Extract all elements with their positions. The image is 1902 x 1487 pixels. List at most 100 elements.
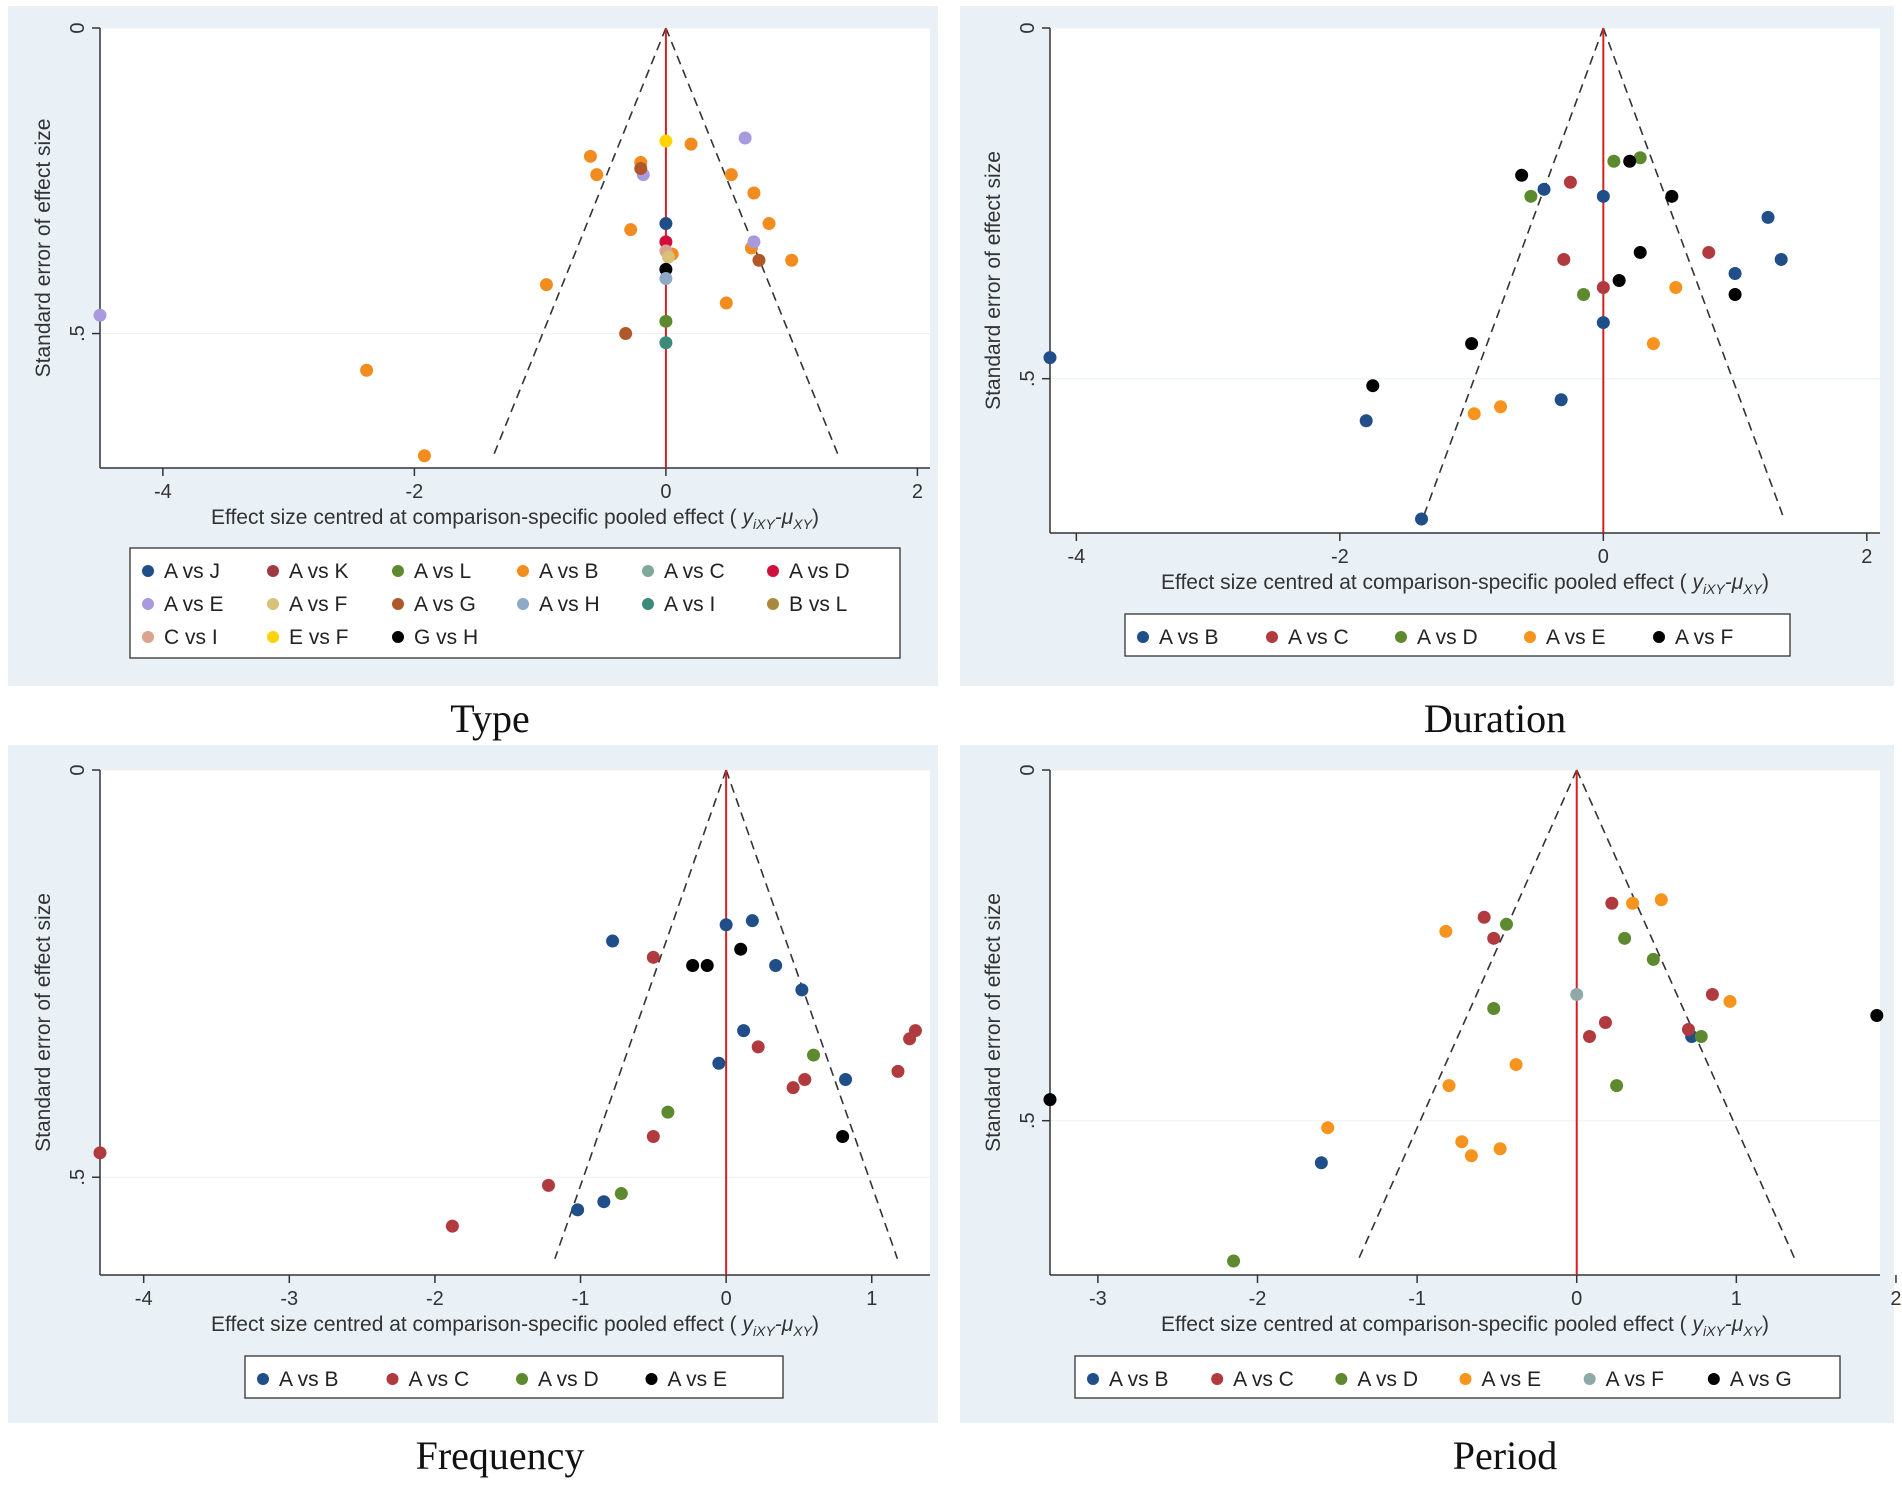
data-point [1494,400,1507,413]
data-point [1597,281,1610,294]
data-point [619,327,632,340]
legend-label: A vs B [1109,1368,1169,1391]
legend-label: E vs F [289,626,349,649]
legend-label: A vs D [538,1368,599,1391]
legend-label: A vs D [789,560,850,583]
data-point [584,150,597,163]
chart-frequency: -4 -3 -2 -1 0 10.5Standard error of effect si… [32,764,930,1398]
y-tick-label: 0 [1017,22,1039,33]
data-point [1465,1149,1478,1162]
x-tick-label: 2 [1861,546,1872,568]
data-point [1695,1030,1708,1043]
data-point [1647,337,1660,350]
data-point [661,1106,674,1119]
data-point [1610,1079,1623,1092]
data-point [1524,190,1537,203]
data-point [1564,176,1577,189]
data-point [597,1195,610,1208]
data-point [1360,414,1373,427]
data-point [590,168,603,181]
data-point [647,1130,660,1143]
y-axis-title: Standard error of effect size [32,119,55,378]
legend-marker [1266,631,1278,643]
legend-label: A vs F [1606,1368,1664,1391]
data-point [1415,512,1428,525]
legend-marker [267,598,279,610]
caption-frequency: Frequency [290,1432,710,1479]
legend-label: B vs L [789,593,847,616]
x-tick-label: 0 [1598,546,1609,568]
legend-marker [516,1373,528,1385]
legend-label: A vs C [1233,1368,1294,1391]
x-tick-label: 0 [1571,1288,1582,1310]
data-point [1665,190,1678,203]
data-point [1487,932,1500,945]
data-point [1762,211,1775,224]
legend-marker [392,598,404,610]
x-tick-label: -2 [405,481,423,503]
y-axis-title: Standard error of effect size [982,151,1005,410]
legend-marker [1708,1373,1720,1385]
data-point [1655,893,1668,906]
x-tick-label: 0 [660,481,671,503]
data-point [763,217,776,230]
x-tick-label: 2 [912,481,923,503]
data-point [836,1130,849,1143]
data-point [747,235,760,248]
x-tick-label: -1 [572,1288,590,1310]
data-point [1557,253,1570,266]
legend-label: A vs J [164,560,220,583]
data-point [747,187,760,200]
legend-marker [1335,1373,1347,1385]
data-point [720,918,733,931]
chart-period: -3 -2 -1 0 1 20.5Standard error of effect siz… [982,764,1902,1398]
legend-label: A vs L [414,560,471,583]
legend-label: A vs E [1482,1368,1542,1391]
data-point [1583,1030,1596,1043]
legend-marker [767,565,779,577]
data-point [1227,1254,1240,1267]
data-point [769,959,782,972]
data-point [1555,393,1568,406]
legend-marker [767,598,779,610]
data-point [1044,351,1057,364]
plot-area-type [100,28,930,468]
legend-label: A vs B [279,1368,339,1391]
legend-label: A vs E [164,593,224,616]
data-point [1570,988,1583,1001]
data-point [1613,274,1626,287]
data-point [712,1057,725,1070]
data-point [1577,288,1590,301]
legend-marker [1584,1373,1596,1385]
data-point [542,1179,555,1192]
x-axis-title: Effect size centred at comparison-specif… [1161,571,1769,597]
legend-label: A vs B [539,560,599,583]
y-tick-label: 0 [67,22,89,33]
data-point [1682,1023,1695,1036]
data-point [1626,897,1639,910]
data-point [737,1024,750,1037]
data-point [1729,288,1742,301]
data-point [94,309,107,322]
legend-label: A vs E [1546,626,1606,649]
data-point [752,1040,765,1053]
legend-marker [267,565,279,577]
data-point [701,959,714,972]
data-point [1455,1135,1468,1148]
data-point [1487,1002,1500,1015]
data-point [720,297,733,310]
plot-area-frequency [100,770,930,1275]
data-point [1500,918,1513,931]
legend-marker [1460,1373,1472,1385]
data-point [903,1032,916,1045]
x-tick-label: -3 [1089,1288,1107,1310]
x-tick-label: -2 [426,1288,444,1310]
legend-label: A vs E [668,1368,728,1391]
y-tick-label: 0 [1017,764,1039,775]
data-point [540,278,553,291]
legend-label: G vs H [414,626,478,649]
legend-label: A vs C [1288,626,1349,649]
data-point [839,1073,852,1086]
x-axis-title: Effect size centred at comparison-specif… [1161,1313,1769,1339]
legend-marker [392,631,404,643]
